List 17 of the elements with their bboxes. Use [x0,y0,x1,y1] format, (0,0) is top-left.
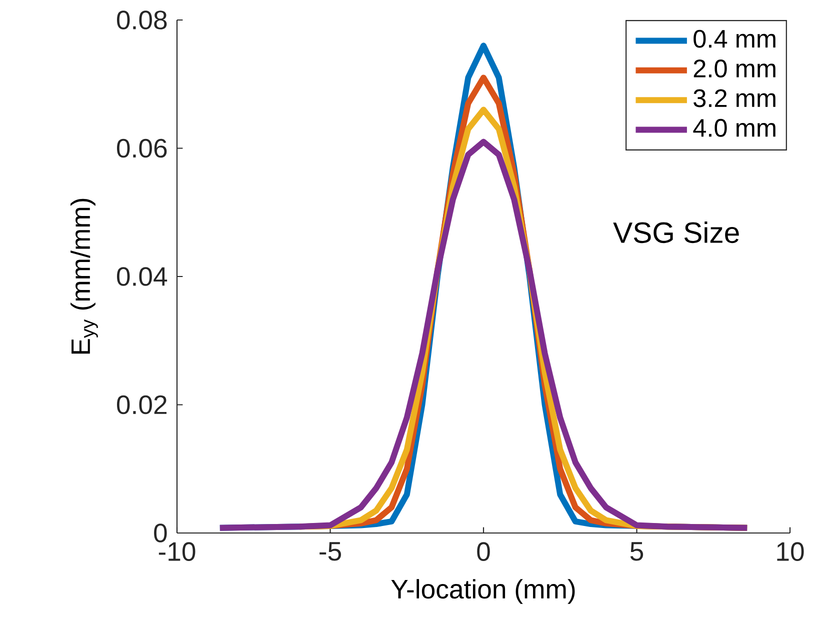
x-tick-label: 10 [777,542,804,562]
legend-label: 2.0 mm [694,60,776,78]
x-axis-title: Y-location (mm) [391,579,575,604]
y-axis-title: E$_{yy}$ (mm/mm) [70,198,98,354]
legend-label: 0.4 mm [694,30,776,48]
y-tick-label: 0.02 [116,395,166,414]
y-tick-label: 0 [154,524,167,542]
x-tick-label: -5 [320,542,341,561]
y-tick-label: 0.08 [116,10,167,30]
y-tick-label: 0.04 [116,267,168,286]
y-tick-label: 0.06 [116,138,167,158]
legend-label: 3.2 mm [694,89,776,108]
legend-title: VSG Size [613,222,739,244]
x-tick-label: 5 [630,542,644,561]
x-tick-label: 0 [477,542,490,562]
x-tick-label: -10 [158,542,196,562]
legend-label: 4.0 mm [693,118,776,137]
